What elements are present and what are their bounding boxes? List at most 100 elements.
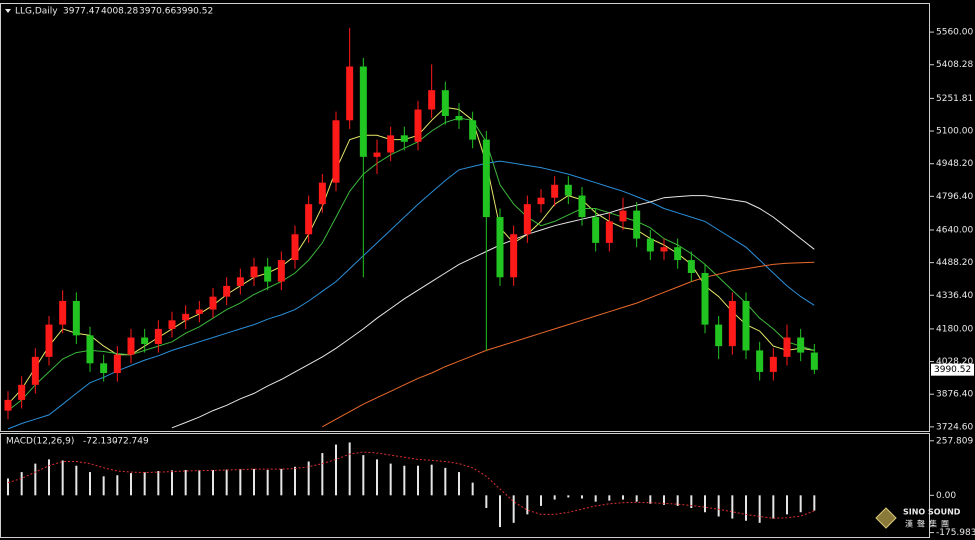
macd-bar	[471, 482, 474, 496]
macd-bar	[540, 495, 542, 506]
candle-body	[277, 260, 285, 282]
macd-bar	[225, 469, 228, 496]
macd-bar	[622, 495, 624, 500]
macd-bar	[581, 495, 583, 499]
candle-body	[31, 356, 39, 385]
macd-bar	[745, 495, 747, 521]
candle-body	[441, 90, 449, 116]
candle-body	[45, 324, 53, 357]
macd-bar	[772, 495, 775, 519]
last-price-label: 3990.52	[934, 365, 971, 375]
y2-tick-label: 257.809	[936, 436, 973, 446]
macd-bar	[102, 476, 105, 496]
macd-bar	[157, 471, 160, 496]
candle-body	[318, 182, 326, 205]
candle-body	[182, 313, 190, 321]
candle-body	[605, 221, 613, 243]
candle-body	[359, 66, 367, 157]
candle-body	[646, 238, 654, 252]
macd-bar	[649, 495, 652, 504]
y-tick-label: 3724.60	[936, 422, 973, 432]
candle-body	[797, 337, 805, 353]
y-tick-label: 5251.81	[936, 94, 973, 104]
macd-bar	[663, 495, 665, 505]
header-open: 3977.47	[63, 7, 100, 17]
candle-body	[236, 277, 244, 286]
candle-body	[332, 120, 340, 183]
candle-body	[400, 135, 408, 142]
logo-name: SINO SOUND	[903, 508, 961, 517]
candle-body	[250, 266, 258, 278]
macd-bar	[553, 495, 556, 500]
macd-bar	[321, 453, 324, 496]
macd-bar	[444, 467, 447, 496]
candle-body	[769, 356, 777, 372]
candle-body	[551, 184, 559, 198]
moving-average-line	[7, 160, 815, 430]
candle-body	[619, 210, 627, 222]
candle-body	[113, 354, 121, 374]
macd-bar	[280, 468, 283, 496]
candle-body	[715, 324, 723, 347]
macd-bar	[430, 464, 433, 496]
macd-bar	[758, 495, 761, 523]
candle-body	[578, 195, 586, 218]
macd-label: MACD(12,26,9)	[6, 437, 74, 447]
y2-tick-label: -175.983	[936, 528, 975, 538]
y-tick-label: 4028.20	[936, 357, 973, 367]
candle-body	[18, 384, 26, 400]
macd-bar	[485, 495, 488, 509]
macd-bar	[184, 469, 187, 496]
macd-bar	[403, 465, 406, 496]
candle-body	[223, 285, 231, 297]
candle-body	[510, 234, 518, 278]
macd-bar	[75, 465, 78, 496]
y-tick-label: 5100.00	[936, 127, 973, 137]
candle-body	[209, 296, 217, 310]
y-tick-label: 4488.20	[936, 258, 973, 268]
header-low: 3970.66	[139, 7, 176, 17]
macd-bar	[786, 495, 788, 515]
candle-body	[168, 320, 176, 329]
candle-body	[72, 300, 80, 336]
candle-body	[633, 210, 641, 239]
macd-bar	[130, 473, 132, 496]
macd-signal-line	[7, 451, 815, 519]
macd-signal-value: -72.749	[114, 437, 149, 447]
menu-arrow[interactable]	[5, 9, 11, 13]
macd-bar	[348, 442, 351, 496]
macd-bar	[376, 459, 378, 496]
macd-bar	[212, 469, 214, 496]
moving-average-line	[7, 117, 815, 411]
price-plot	[4, 27, 818, 430]
y-tick-label: 4180.00	[936, 324, 973, 334]
candle-body	[564, 184, 572, 196]
moving-average-line	[171, 195, 815, 429]
y-tick-label: 5560.00	[936, 28, 973, 38]
macd-bar	[34, 463, 37, 496]
macd-bar	[389, 463, 392, 496]
macd-bar	[731, 495, 734, 519]
candle-body	[455, 115, 463, 121]
macd-bar	[417, 465, 419, 496]
y-tick-label: 4948.20	[936, 159, 973, 169]
logo-chinese: 漢聲集團	[905, 519, 953, 529]
macd-bar	[307, 461, 310, 496]
macd-bar	[458, 472, 460, 496]
candle-body	[482, 139, 490, 218]
macd-bar	[266, 469, 269, 496]
macd-bar	[676, 495, 679, 506]
macd-bar	[690, 495, 693, 509]
y-tick-label: 5408.28	[936, 60, 973, 70]
candle-body	[496, 217, 504, 278]
candle-body	[264, 266, 272, 282]
candle-body	[810, 352, 818, 370]
logo-icon	[875, 507, 897, 529]
macd-main-value: -72.130	[83, 437, 118, 447]
macd-bar	[7, 478, 9, 496]
y-tick-label: 4796.40	[936, 192, 973, 202]
candle-body	[523, 204, 531, 235]
moving-average-line	[322, 261, 815, 428]
candle-body	[141, 337, 149, 344]
